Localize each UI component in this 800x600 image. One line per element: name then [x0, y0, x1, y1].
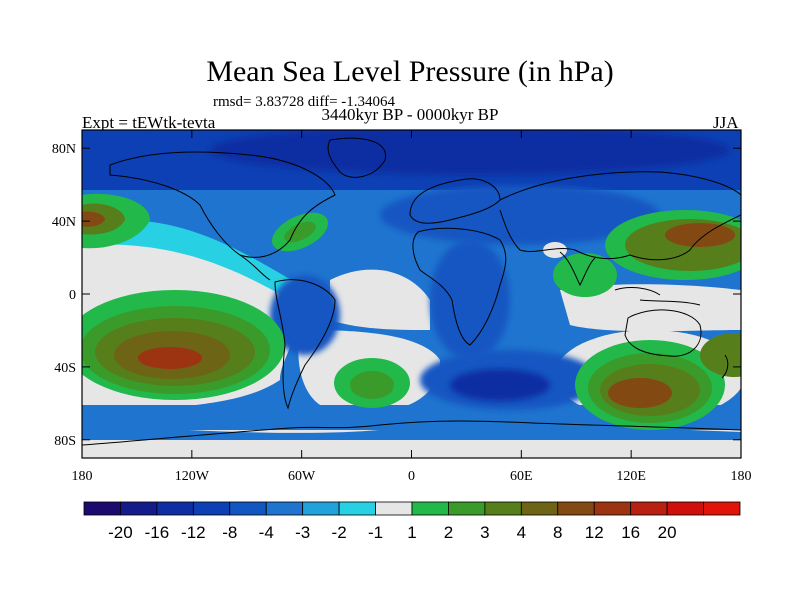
- x-tick-label: 180: [72, 469, 93, 484]
- experiment-label: Expt = tEWtk-tevta: [82, 113, 216, 132]
- x-tick-label: 120W: [175, 469, 210, 484]
- field-eurasia-low: [380, 185, 660, 245]
- high-south-america-small: [543, 242, 567, 258]
- colorbar-label: -20: [108, 523, 133, 542]
- colorbar-swatch: [192, 501, 231, 516]
- coast-australia: [624, 309, 702, 357]
- field-arctic-core: [210, 130, 730, 175]
- high-south-indian: [575, 333, 741, 430]
- colorbar-label: -2: [332, 523, 347, 542]
- colorbar-swatch: [156, 501, 194, 516]
- colorbar-label: 2: [444, 523, 453, 542]
- coast-north-america: [109, 151, 336, 258]
- field-cyan-belt-pacific: [82, 220, 300, 300]
- high-south-pacific: [82, 290, 285, 400]
- coast-india: [559, 251, 596, 287]
- field-sa-low: [270, 275, 340, 355]
- colorbar-label: -16: [145, 523, 170, 542]
- coastlines: [82, 137, 741, 446]
- colorbar-label: 1: [407, 523, 416, 542]
- colorbar-label: -3: [295, 523, 310, 542]
- coast-africa: [412, 227, 507, 346]
- field-antarctic-blue: [82, 420, 741, 440]
- field-pacific-neutral: [82, 237, 300, 300]
- coast-asia: [499, 171, 741, 261]
- colorbar-label: -8: [222, 523, 237, 542]
- x-tick-label: 60W: [288, 469, 316, 484]
- coast-new-zealand: [721, 354, 729, 379]
- high-north-atlantic: [271, 212, 329, 252]
- period-text: 3440kyr BP - 0000kyr BP: [321, 105, 499, 124]
- axis-ticks: 180 120W 60W 0 60E 120E 180 80N 40N 0 40S 80S: [52, 130, 752, 484]
- colorbar-label: 8: [553, 523, 562, 542]
- colorbar-label: 20: [658, 523, 677, 542]
- coast-antarctica: [82, 420, 741, 446]
- x-tick-label: 60E: [510, 469, 533, 484]
- colorbar-label: 12: [585, 523, 604, 542]
- coast-indonesia: [614, 287, 701, 306]
- colorbar-swatch: [484, 501, 522, 516]
- colorbar-swatch: [338, 501, 376, 516]
- colorbar-label: 4: [517, 523, 526, 542]
- field-southern-low-core: [450, 369, 550, 401]
- colorbar-swatch: [666, 501, 704, 516]
- colorbar: -20 -16 -12 -8 -4 -3 -2 -1 1 2 3 4 8 12 16 20: [83, 501, 741, 542]
- colorbar-label: -12: [181, 523, 206, 542]
- y-tick-label: 40S: [54, 361, 76, 376]
- y-tick-label: 80S: [54, 434, 76, 449]
- colorbar-swatch: [448, 501, 486, 516]
- colorbar-swatch: [520, 501, 559, 516]
- chart-title: Mean Sea Level Pressure (in hPa): [206, 55, 614, 88]
- colorbar-swatch: [83, 501, 121, 516]
- high-northwest-pacific: [605, 210, 741, 280]
- colorbar-swatch: [703, 501, 741, 516]
- x-tick-label: 180: [731, 469, 752, 484]
- high-north-pacific: [82, 193, 150, 249]
- y-tick-label: 0: [69, 288, 76, 303]
- y-tick-label: 80N: [52, 142, 76, 157]
- y-tick-label: 40N: [52, 215, 76, 230]
- colorbar-label: -4: [259, 523, 274, 542]
- season-label: JJA: [713, 113, 739, 132]
- coast-south-america: [274, 279, 336, 410]
- colorbar-swatch: [120, 501, 158, 516]
- field-atlantic-neutral: [330, 269, 430, 330]
- high-south-atlantic: [334, 358, 410, 408]
- colorbar-swatch: [229, 501, 267, 516]
- anomaly-field: [82, 130, 741, 458]
- colorbar-swatch: [302, 501, 340, 516]
- colorbar-label: 3: [480, 523, 489, 542]
- coast-central-america: [239, 254, 271, 281]
- colorbar-swatch: [557, 501, 595, 516]
- colorbar-label: -1: [368, 523, 383, 542]
- colorbar-label: 16: [621, 523, 640, 542]
- colorbar-swatch: [593, 501, 632, 516]
- colorbar-swatch: [375, 501, 413, 516]
- x-tick-label: 120E: [616, 469, 646, 484]
- x-tick-label: 0: [408, 469, 415, 484]
- colorbar-swatch: [630, 501, 668, 516]
- field-africa-low: [430, 240, 510, 360]
- colorbar-swatch: [265, 501, 304, 516]
- colorbar-swatch: [411, 501, 449, 516]
- coast-greenland: [327, 137, 386, 178]
- stats-text: rmsd= 3.83728 diff= -1.34064: [213, 94, 396, 110]
